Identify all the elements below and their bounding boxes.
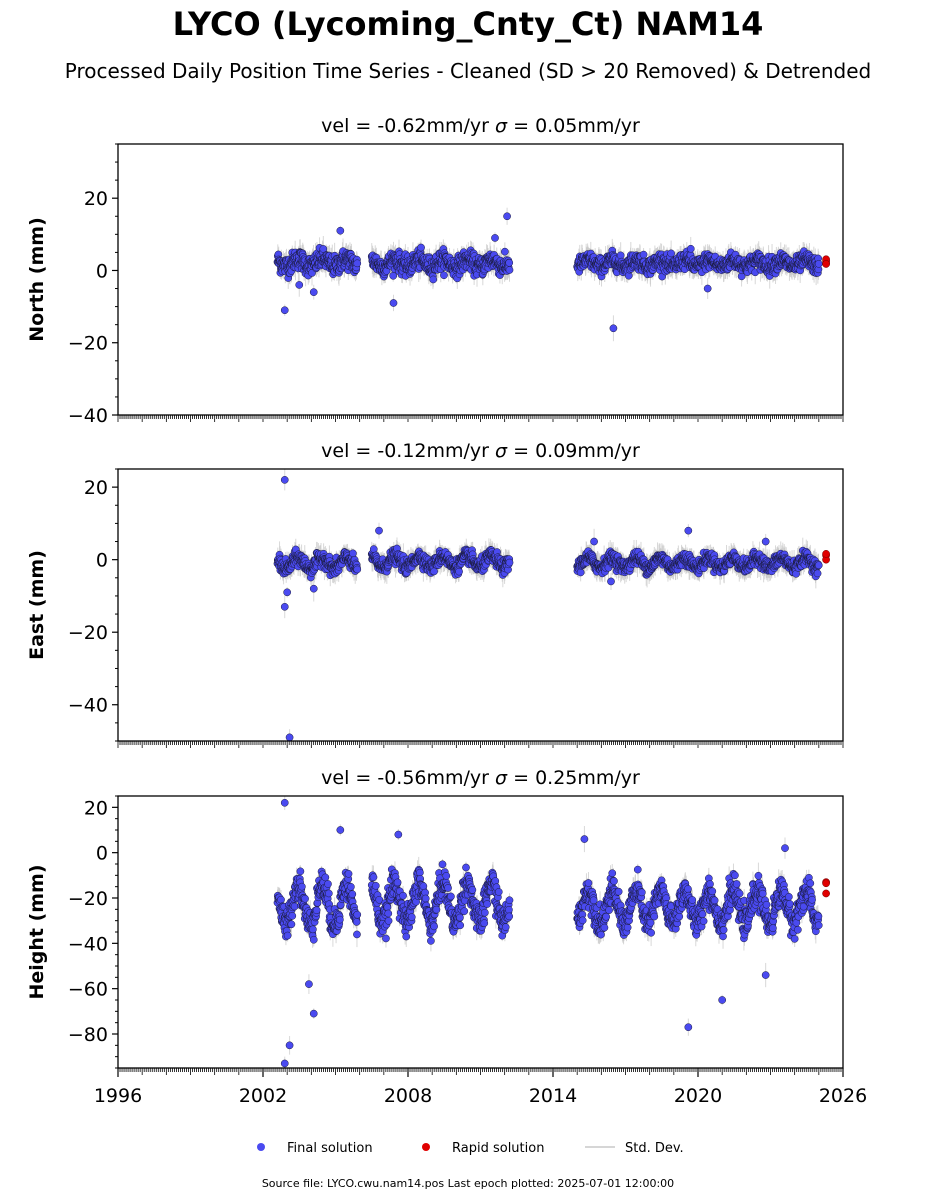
final-solution-point <box>703 284 712 293</box>
final-solution-point <box>280 306 289 315</box>
figure-subtitle: Processed Daily Position Time Series - C… <box>65 59 871 83</box>
figure-title: LYCO (Lycoming_Cnty_Ct) NAM14 <box>173 5 764 43</box>
final-solution-point <box>686 244 695 253</box>
final-solution-point <box>309 288 318 296</box>
final-solution-point <box>505 266 514 274</box>
final-solution-point <box>814 259 823 268</box>
final-solution-point <box>353 259 362 268</box>
final-solution-point <box>429 275 438 284</box>
final-solution-point <box>667 249 675 258</box>
y-tick-label: 0 <box>96 260 108 282</box>
final-solution-point <box>616 251 625 260</box>
final-solution-point <box>440 271 448 280</box>
final-solution-point <box>417 243 425 252</box>
panel-title: vel = -0.12mm/yr σ = 0.09mm/yr <box>321 440 640 462</box>
final-solution-point <box>491 234 499 242</box>
axes-frame <box>117 143 844 416</box>
data-layer <box>273 469 830 741</box>
y-tick-label: −20 <box>68 333 108 355</box>
data-layer <box>273 207 830 342</box>
panel-north: vel = -0.62mm/yr σ = 0.05mm/yr North (mm)… <box>26 115 844 427</box>
final-solution-point <box>639 250 648 259</box>
final-solution-point <box>319 245 328 253</box>
y-axis-label: East (mm) <box>26 550 48 660</box>
y-axis-label: North (mm) <box>26 217 48 342</box>
final-solution-point <box>336 226 345 235</box>
y-tick-label: 20 <box>84 188 108 210</box>
final-solution-point <box>503 212 511 221</box>
final-solution-point <box>295 281 304 289</box>
panel-title: vel = -0.62mm/yr σ = 0.05mm/yr <box>321 115 640 137</box>
y-tick-label: −40 <box>68 405 108 427</box>
final-solution-point <box>609 324 618 333</box>
final-solution-point <box>505 258 514 267</box>
rapid-solution-point <box>822 260 830 268</box>
final-solution-point <box>501 247 509 256</box>
final-solution-point <box>389 299 398 307</box>
